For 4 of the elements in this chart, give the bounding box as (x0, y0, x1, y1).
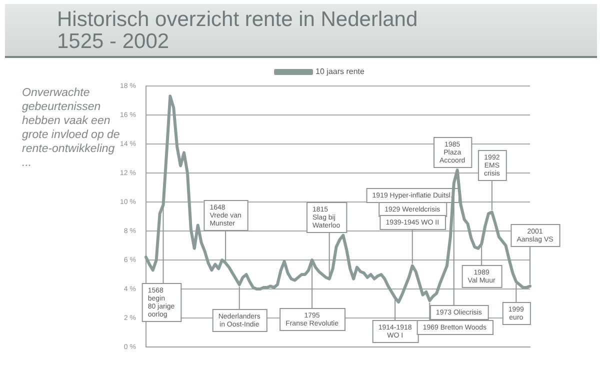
chart-title: Historisch overzicht rente in Nederland (57, 8, 418, 31)
legend-label: 10 jaars rente (316, 67, 366, 76)
text: Onverwachte gebeurtenissen hebben vaak een grote invloed op de rente-ontwikkeling ... (22, 87, 120, 169)
chart-subtitle: 1525 - 2002 (57, 30, 170, 53)
